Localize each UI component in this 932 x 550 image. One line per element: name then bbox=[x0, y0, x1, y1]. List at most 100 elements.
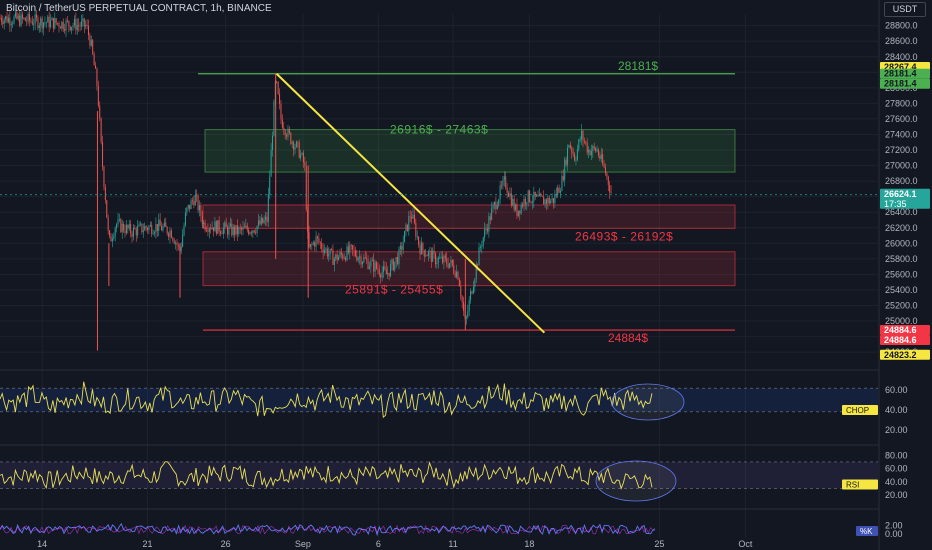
time-tick-label: 26 bbox=[221, 539, 231, 549]
candle-body bbox=[270, 149, 272, 177]
candle-body bbox=[352, 245, 354, 250]
candle-body bbox=[457, 271, 459, 280]
candle-body bbox=[166, 226, 168, 234]
candle-body bbox=[371, 259, 373, 261]
candle-body bbox=[502, 179, 504, 186]
candle-body bbox=[363, 257, 365, 263]
candle-body bbox=[50, 20, 52, 28]
candle-body bbox=[406, 224, 408, 231]
candle-body bbox=[26, 20, 28, 22]
candle-body bbox=[322, 248, 324, 253]
candle-body bbox=[354, 250, 356, 256]
candle-body bbox=[182, 234, 184, 247]
candle-body bbox=[385, 269, 387, 275]
candle-body bbox=[517, 210, 519, 217]
candle-body bbox=[135, 229, 137, 236]
price-tag bbox=[880, 334, 930, 345]
candle-body bbox=[364, 257, 366, 259]
price-zone bbox=[202, 204, 736, 229]
candle-body bbox=[333, 258, 335, 265]
candle-body bbox=[283, 127, 285, 131]
candle-body bbox=[475, 264, 477, 280]
candle-body bbox=[36, 14, 38, 18]
candle-body bbox=[159, 219, 161, 227]
candle-body bbox=[300, 154, 302, 158]
candle-body bbox=[262, 217, 264, 223]
candle-body bbox=[10, 24, 12, 26]
candle-body bbox=[387, 272, 389, 275]
indicator-tick-label: 0.00 bbox=[885, 529, 903, 539]
candle-body bbox=[353, 249, 355, 251]
candle-body bbox=[486, 229, 488, 232]
time-tick-label: 25 bbox=[654, 539, 664, 549]
indicator-tag-label: %K bbox=[860, 527, 873, 536]
candle-body bbox=[332, 249, 334, 265]
candle-body bbox=[496, 205, 498, 210]
candle-body bbox=[9, 17, 11, 26]
candle-body bbox=[125, 224, 127, 234]
candle-body bbox=[415, 222, 417, 237]
candle-body bbox=[335, 254, 337, 259]
candle-body bbox=[177, 245, 179, 246]
candle-body bbox=[338, 256, 340, 261]
candle-body bbox=[154, 232, 156, 234]
indicator-line bbox=[0, 381, 653, 419]
candle-body bbox=[116, 224, 118, 228]
candle-body bbox=[380, 274, 382, 278]
candle-body bbox=[449, 262, 451, 268]
candle-body bbox=[370, 260, 372, 267]
price-tick-label: 27200.0 bbox=[885, 145, 918, 155]
candle-body bbox=[120, 219, 122, 233]
candle-body bbox=[307, 209, 309, 233]
candle-body bbox=[597, 149, 599, 156]
candle-body bbox=[152, 233, 154, 235]
candle-body bbox=[65, 20, 67, 31]
candle-body bbox=[180, 246, 182, 252]
candle-body bbox=[384, 266, 386, 270]
candle-body bbox=[576, 149, 578, 160]
candle-body bbox=[479, 246, 481, 248]
candle-body bbox=[484, 229, 486, 238]
candle-body bbox=[366, 258, 368, 260]
candle-body bbox=[55, 18, 57, 24]
candle-body bbox=[23, 17, 25, 19]
candle-body bbox=[176, 242, 178, 246]
candle-body bbox=[493, 202, 495, 205]
candle-body bbox=[399, 245, 401, 250]
candle-body bbox=[259, 220, 261, 225]
indicator-tick-label: 2.00 bbox=[885, 521, 903, 531]
candle-body bbox=[461, 296, 463, 302]
candle-body bbox=[68, 20, 70, 27]
candle-body bbox=[213, 227, 215, 232]
currency-button[interactable]: USDT bbox=[884, 2, 926, 17]
candle-body bbox=[589, 149, 591, 156]
candle-body bbox=[523, 198, 525, 207]
candle-body bbox=[346, 246, 348, 261]
candle-body bbox=[304, 162, 306, 167]
candle-body bbox=[586, 142, 588, 153]
candle-body bbox=[79, 25, 81, 27]
candle-body bbox=[14, 12, 16, 17]
candle-body bbox=[456, 271, 458, 277]
candle-body bbox=[575, 159, 577, 161]
candle-body bbox=[16, 12, 18, 19]
candle-body bbox=[183, 225, 185, 235]
candle-body bbox=[315, 236, 317, 247]
candle-body bbox=[308, 232, 310, 248]
candle-body bbox=[557, 187, 559, 196]
price-tick-label: 27400.0 bbox=[885, 129, 918, 139]
candle-body bbox=[515, 204, 517, 210]
candle-body bbox=[588, 149, 590, 153]
candle-body bbox=[30, 20, 32, 22]
time-tick-label: Oct bbox=[738, 539, 753, 549]
candle-body bbox=[103, 166, 105, 187]
candle-body bbox=[197, 195, 199, 211]
candle-body bbox=[83, 18, 85, 27]
candle-body bbox=[564, 159, 566, 181]
candle-body bbox=[508, 192, 510, 197]
candle-body bbox=[395, 257, 397, 262]
candle-body bbox=[286, 135, 288, 137]
candle-body bbox=[536, 195, 538, 197]
candle-body bbox=[560, 190, 562, 193]
